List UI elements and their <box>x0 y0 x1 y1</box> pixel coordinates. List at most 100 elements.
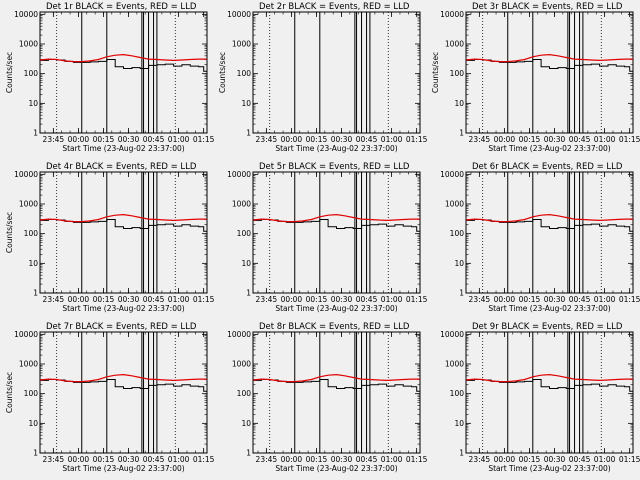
x-tick-label: 00:45 <box>356 135 378 144</box>
y-tick-label: 1000 <box>445 360 464 369</box>
x-tick-label: 00:15 <box>306 295 328 304</box>
y-tick-label: 100 <box>237 69 252 78</box>
x-tick-label: 00:00 <box>494 455 516 464</box>
y-tick-label: 10000 <box>14 330 38 339</box>
x-tick-label: 00:45 <box>143 455 165 464</box>
plot-frame <box>465 11 634 134</box>
y-tick-label: 1 <box>33 129 38 138</box>
panel-title: Det 1r BLACK = Events, RED = LLD <box>46 2 197 12</box>
lld-line <box>252 213 420 223</box>
y-tick-label: 1000 <box>19 200 38 209</box>
x-tick-label: 01:00 <box>381 135 403 144</box>
x-tick-label: 00:00 <box>494 295 516 304</box>
x-tick-label: 01:15 <box>193 455 215 464</box>
x-axis-label: Start Time (23-Aug-02 23:37:00) <box>62 144 184 153</box>
y-tick-label: 100 <box>450 389 465 398</box>
x-tick-label: 01:15 <box>406 455 428 464</box>
y-tick-label: 10000 <box>440 10 464 19</box>
lld-line <box>465 53 633 63</box>
y-tick-label: 100 <box>237 389 252 398</box>
x-tick-label: 00:45 <box>569 135 591 144</box>
y-tick-label: 10000 <box>14 170 38 179</box>
plot-frame <box>252 171 421 294</box>
x-axis-label: Start Time (23-Aug-02 23:37:00) <box>275 304 397 313</box>
x-tick-label: 00:00 <box>281 295 303 304</box>
panel-8r: Det 8r BLACK = Events, RED = LLD 1 10 100 10… <box>227 322 428 473</box>
y-tick-label: 10 <box>28 99 38 108</box>
x-tick-label: 00:45 <box>143 135 165 144</box>
lld-line <box>465 213 633 223</box>
x-tick-label: 01:00 <box>594 455 616 464</box>
y-tick-label: 1 <box>459 129 464 138</box>
panel-title: Det 4r BLACK = Events, RED = LLD <box>46 162 197 172</box>
y-axis-label: Counts/sec <box>5 52 14 93</box>
panel-title: Det 2r BLACK = Events, RED = LLD <box>259 2 410 12</box>
x-axis-label: Start Time (23-Aug-02 23:37:00) <box>275 144 397 153</box>
y-tick-label: 100 <box>450 229 465 238</box>
x-tick-label: 00:45 <box>356 295 378 304</box>
x-tick-label: 01:00 <box>381 295 403 304</box>
x-tick-label: 01:15 <box>406 135 428 144</box>
plot-frame <box>39 11 208 134</box>
x-tick-label: 01:15 <box>406 295 428 304</box>
x-tick-label: 01:15 <box>193 295 215 304</box>
y-tick-label: 1 <box>33 449 38 458</box>
y-tick-label: 10 <box>28 259 38 268</box>
x-tick-label: 00:45 <box>356 455 378 464</box>
x-tick-label: 01:00 <box>168 295 190 304</box>
y-tick-label: 10000 <box>227 10 251 19</box>
y-tick-label: 10 <box>28 419 38 428</box>
x-tick-label: 23:45 <box>469 135 491 144</box>
x-tick-label: 00:15 <box>519 295 541 304</box>
y-tick-label: 10 <box>241 259 251 268</box>
plot-frame <box>465 171 634 294</box>
y-tick-label: 10 <box>454 99 464 108</box>
lld-line <box>465 373 633 383</box>
x-tick-label: 00:30 <box>544 455 566 464</box>
y-tick-label: 1000 <box>232 40 251 49</box>
y-tick-label: 1000 <box>445 40 464 49</box>
x-tick-label: 00:15 <box>93 295 115 304</box>
lld-line <box>39 373 207 383</box>
plot-frame <box>39 331 208 454</box>
y-tick-label: 100 <box>237 229 252 238</box>
panel-title: Det 9r BLACK = Events, RED = LLD <box>472 322 623 332</box>
x-tick-label: 00:30 <box>118 455 140 464</box>
x-tick-label: 00:00 <box>281 455 303 464</box>
x-tick-label: 23:45 <box>43 135 65 144</box>
x-tick-label: 01:15 <box>619 295 640 304</box>
lld-line <box>39 53 207 63</box>
x-tick-label: 23:45 <box>43 295 65 304</box>
x-axis-label: Start Time (23-Aug-02 23:37:00) <box>62 304 184 313</box>
x-tick-label: 00:00 <box>68 295 90 304</box>
x-tick-label: 01:00 <box>168 135 190 144</box>
panel-title: Det 8r BLACK = Events, RED = LLD <box>259 322 410 332</box>
x-tick-label: 00:15 <box>93 135 115 144</box>
panel-7r: Det 7r BLACK = Events, RED = LLD 1 10 100 10… <box>5 322 215 473</box>
y-tick-label: 100 <box>450 69 465 78</box>
plot-frame <box>252 331 421 454</box>
x-axis-label: Start Time (23-Aug-02 23:37:00) <box>62 464 184 473</box>
panel-6r: Det 6r BLACK = Events, RED = LLD 1 10 100 10… <box>440 162 640 313</box>
y-tick-label: 1 <box>246 449 251 458</box>
y-axis-label: Counts/sec <box>5 372 14 413</box>
panel-title: Det 3r BLACK = Events, RED = LLD <box>472 2 623 12</box>
x-tick-label: 23:45 <box>43 455 65 464</box>
x-tick-label: 23:45 <box>256 455 278 464</box>
x-tick-label: 01:00 <box>381 455 403 464</box>
y-tick-label: 100 <box>24 229 39 238</box>
x-tick-label: 00:30 <box>331 295 353 304</box>
x-tick-label: 00:45 <box>569 455 591 464</box>
y-tick-label: 100 <box>24 389 39 398</box>
y-tick-label: 100 <box>24 69 39 78</box>
plot-frame <box>465 331 634 454</box>
x-tick-label: 00:00 <box>494 135 516 144</box>
x-tick-label: 01:15 <box>619 455 640 464</box>
panel-4r: Det 4r BLACK = Events, RED = LLD 1 10 100 10… <box>5 162 215 313</box>
x-tick-label: 00:00 <box>68 135 90 144</box>
x-tick-label: 01:15 <box>193 135 215 144</box>
panel-9r: Det 9r BLACK = Events, RED = LLD 1 10 100 10… <box>440 322 640 473</box>
x-tick-label: 01:00 <box>594 295 616 304</box>
x-tick-label: 00:30 <box>118 295 140 304</box>
